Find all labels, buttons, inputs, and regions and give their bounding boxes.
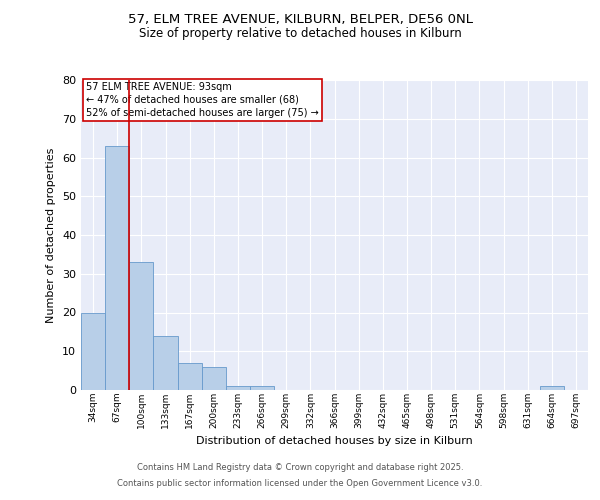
Text: 57 ELM TREE AVENUE: 93sqm
← 47% of detached houses are smaller (68)
52% of semi-: 57 ELM TREE AVENUE: 93sqm ← 47% of detac…: [86, 82, 319, 118]
Bar: [178, 363, 202, 390]
Bar: [250, 386, 274, 390]
Bar: [540, 386, 564, 390]
Bar: [81, 312, 105, 390]
X-axis label: Distribution of detached houses by size in Kilburn: Distribution of detached houses by size …: [196, 436, 473, 446]
Text: Size of property relative to detached houses in Kilburn: Size of property relative to detached ho…: [139, 28, 461, 40]
Bar: [154, 336, 178, 390]
Bar: [129, 262, 154, 390]
Bar: [202, 367, 226, 390]
Bar: [226, 386, 250, 390]
Text: 57, ELM TREE AVENUE, KILBURN, BELPER, DE56 0NL: 57, ELM TREE AVENUE, KILBURN, BELPER, DE…: [128, 12, 473, 26]
Text: Contains HM Land Registry data © Crown copyright and database right 2025.: Contains HM Land Registry data © Crown c…: [137, 464, 463, 472]
Y-axis label: Number of detached properties: Number of detached properties: [46, 148, 56, 322]
Text: Contains public sector information licensed under the Open Government Licence v3: Contains public sector information licen…: [118, 478, 482, 488]
Bar: [105, 146, 129, 390]
